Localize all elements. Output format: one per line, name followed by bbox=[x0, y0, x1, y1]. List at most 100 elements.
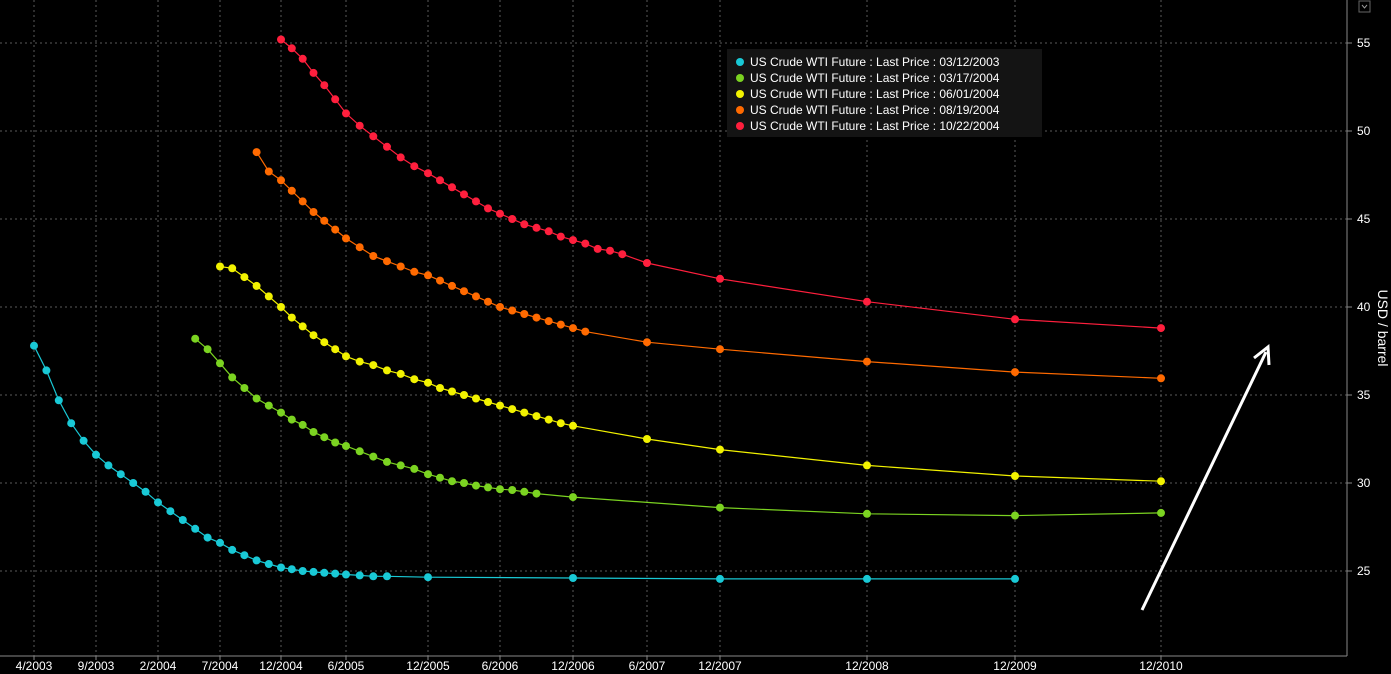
y-tick-label: 25 bbox=[1357, 564, 1371, 578]
y-tick-label: 50 bbox=[1357, 124, 1371, 138]
data-point bbox=[424, 573, 432, 582]
data-point bbox=[410, 267, 419, 276]
data-point bbox=[252, 394, 261, 403]
data-point bbox=[331, 345, 340, 354]
legend-label: US Crude WTI Future : Last Price : 10/22… bbox=[750, 119, 1000, 133]
data-point bbox=[424, 378, 432, 387]
data-point bbox=[309, 208, 318, 216]
data-point bbox=[240, 384, 249, 392]
x-tick-label: 6/2007 bbox=[629, 659, 666, 673]
chart-menu-icon[interactable] bbox=[1358, 0, 1371, 13]
legend-marker bbox=[736, 106, 744, 114]
series-5 bbox=[277, 35, 1165, 333]
data-point bbox=[436, 276, 444, 285]
data-point bbox=[252, 556, 261, 565]
data-point bbox=[298, 567, 307, 575]
data-point bbox=[79, 436, 88, 445]
data-point bbox=[863, 297, 871, 306]
x-tick-label: 7/2004 bbox=[202, 659, 239, 673]
data-point bbox=[92, 450, 100, 459]
data-point bbox=[436, 176, 444, 185]
data-point bbox=[716, 503, 724, 512]
data-point bbox=[203, 345, 212, 354]
data-point bbox=[309, 428, 318, 436]
legend-label: US Crude WTI Future : Last Price : 03/17… bbox=[750, 71, 1000, 85]
data-point bbox=[1011, 315, 1019, 324]
data-point bbox=[342, 234, 350, 243]
data-point bbox=[863, 574, 871, 583]
data-point bbox=[863, 461, 871, 470]
data-point bbox=[383, 257, 391, 266]
data-point bbox=[448, 477, 456, 486]
data-point bbox=[141, 487, 150, 496]
data-point bbox=[355, 571, 364, 580]
data-point bbox=[508, 215, 517, 223]
data-point bbox=[520, 408, 529, 417]
data-point bbox=[618, 250, 627, 259]
data-point bbox=[472, 394, 480, 403]
data-point bbox=[309, 567, 318, 576]
data-point bbox=[264, 560, 273, 568]
legend-label: US Crude WTI Future : Last Price : 08/19… bbox=[750, 103, 1000, 117]
data-point bbox=[320, 216, 329, 225]
data-point bbox=[460, 190, 468, 199]
series-line bbox=[280, 39, 1162, 329]
data-point bbox=[320, 338, 329, 347]
y-tick-label: 35 bbox=[1357, 388, 1371, 402]
data-point bbox=[166, 507, 175, 516]
data-point bbox=[331, 438, 340, 447]
data-point bbox=[355, 357, 364, 366]
data-point bbox=[544, 415, 553, 424]
data-point bbox=[116, 470, 125, 479]
data-point bbox=[203, 533, 212, 542]
legend-marker bbox=[736, 74, 744, 82]
legend-marker bbox=[736, 122, 744, 130]
legend-marker bbox=[736, 58, 744, 66]
data-point bbox=[178, 516, 187, 524]
data-point bbox=[569, 421, 577, 430]
data-point bbox=[331, 225, 340, 234]
data-point bbox=[54, 396, 63, 405]
data-point bbox=[1011, 574, 1019, 583]
data-point bbox=[1157, 324, 1165, 333]
data-point bbox=[369, 572, 378, 581]
data-point bbox=[569, 574, 577, 582]
data-point bbox=[532, 313, 541, 322]
data-point bbox=[396, 461, 405, 470]
data-point bbox=[309, 68, 318, 77]
data-point bbox=[460, 391, 468, 399]
series-line bbox=[256, 151, 1162, 379]
data-point bbox=[264, 167, 273, 176]
data-point bbox=[277, 303, 285, 311]
data-point bbox=[1011, 511, 1019, 520]
data-point bbox=[298, 54, 307, 63]
data-point bbox=[287, 186, 296, 195]
data-point bbox=[863, 509, 871, 518]
data-point bbox=[556, 320, 565, 329]
x-tick-label: 12/2010 bbox=[1139, 659, 1183, 673]
data-point bbox=[320, 433, 329, 442]
legend-box bbox=[727, 49, 1042, 137]
data-point bbox=[520, 220, 529, 229]
series-line bbox=[194, 338, 1162, 517]
data-point bbox=[42, 366, 51, 375]
data-point bbox=[240, 273, 249, 282]
data-point bbox=[342, 570, 350, 579]
data-point bbox=[191, 524, 200, 533]
series-1 bbox=[30, 341, 1019, 583]
data-point bbox=[104, 461, 113, 470]
data-point bbox=[496, 209, 504, 218]
data-point bbox=[569, 493, 577, 502]
data-point bbox=[216, 538, 224, 547]
y-tick-label: 30 bbox=[1357, 476, 1371, 490]
grid bbox=[0, 0, 1347, 656]
data-point bbox=[544, 317, 553, 326]
data-point bbox=[264, 401, 273, 410]
data-point bbox=[355, 447, 364, 456]
data-point bbox=[216, 359, 224, 368]
data-point bbox=[342, 442, 350, 450]
data-point bbox=[1157, 477, 1165, 486]
series-3 bbox=[216, 262, 1165, 486]
data-point bbox=[484, 483, 492, 492]
